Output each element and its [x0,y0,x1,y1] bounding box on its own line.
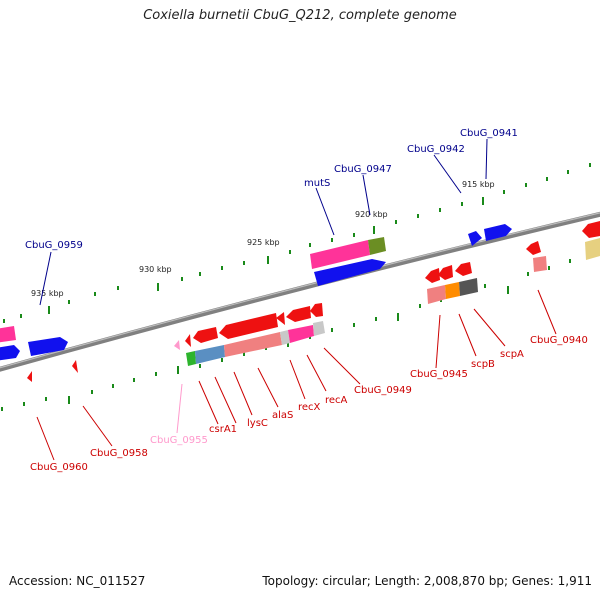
label-cbug-0955[interactable]: CbuG_0955 [150,435,208,446]
forward-gene-labels: CbuG_0941 CbuG_0942 CbuG_0947 mutS CbuG_… [25,128,518,251]
gene-muts-blue[interactable] [314,259,386,286]
gene-cbug-0960[interactable] [27,371,32,382]
gene-reca[interactable] [286,306,311,322]
feature-grey-small[interactable] [280,330,290,345]
feature-dark-grey[interactable] [459,278,478,296]
gene-right-edge-red[interactable] [582,221,600,238]
gene-left-edge-pink[interactable] [0,326,16,343]
gene-cbug-0940[interactable] [526,241,541,255]
gene-lysc[interactable] [193,327,218,343]
label-cbug-0958[interactable]: CbuG_0958 [90,448,148,459]
gene-alas[interactable] [219,313,278,339]
label-alas[interactable]: alaS [272,410,293,421]
label-cbug-0959[interactable]: CbuG_0959 [25,240,83,251]
label-recx[interactable]: recX [298,402,321,413]
feature-green[interactable] [186,351,196,366]
label-cbug-0945[interactable]: CbuG_0945 [410,369,468,380]
gene-csra1[interactable] [185,334,191,347]
gene-cbug-0958[interactable] [72,360,78,373]
gene-cbug-0955[interactable] [174,340,180,350]
feature-light-grey[interactable] [313,321,325,336]
scale-label-915: 915 kbp [462,180,495,189]
label-scpb[interactable]: scpB [471,359,495,370]
gene-scpb[interactable] [438,265,453,280]
gene-scpa[interactable] [455,262,472,276]
gene-cbug-0945[interactable] [425,268,440,283]
feature-salmon-3[interactable] [533,256,547,272]
label-cbug-0942[interactable]: CbuG_0942 [407,144,465,155]
feature-steelblue[interactable] [195,345,225,364]
reverse-features [27,221,600,382]
gene-cbug-0949[interactable] [310,303,323,317]
label-cbug-0940[interactable]: CbuG_0940 [530,335,588,346]
scale-label-935: 935 kbp [31,289,64,298]
label-cbug-0960[interactable]: CbuG_0960 [30,462,88,473]
genome-stats-label: Topology: circular; Length: 2,008,870 bp… [262,574,592,588]
gene-cbug-0942[interactable] [468,231,482,246]
outer-tick-ring [3,163,591,323]
reverse-gene-labels: CbuG_0940 scpA scpB CbuG_0945 CbuG_0949 … [30,335,588,473]
label-cbug-0941[interactable]: CbuG_0941 [460,128,518,139]
feature-magenta[interactable] [288,325,314,343]
accession-label: Accession: NC_011527 [9,574,146,588]
genome-backbone-highlight [0,212,600,369]
scale-label-920: 920 kbp [355,210,388,219]
gene-cbug-0947[interactable] [368,237,386,255]
rna-leader-line [176,383,183,434]
label-scpa[interactable]: scpA [500,349,524,360]
gene-left-edge-blue[interactable] [0,345,20,361]
gene-cbug-0941[interactable] [484,224,512,241]
label-cbug-0949[interactable]: CbuG_0949 [354,385,412,396]
label-reca[interactable]: recA [325,395,348,406]
scale-label-925: 925 kbp [247,238,280,247]
feature-salmon-2[interactable] [427,285,446,304]
label-muts[interactable]: mutS [304,178,330,189]
label-csra1[interactable]: csrA1 [209,424,237,435]
scale-label-930: 930 kbp [139,265,172,274]
gene-muts[interactable] [310,240,370,269]
forward-features [0,224,512,361]
feature-right-edge-khaki[interactable] [585,238,600,260]
feature-salmon[interactable] [224,332,282,357]
genome-title: Coxiella burnetii CbuG_Q212, complete ge… [143,8,457,23]
label-lysc[interactable]: lysC [247,418,268,429]
label-cbug-0947[interactable]: CbuG_0947 [334,164,392,175]
feature-orange[interactable] [445,282,460,299]
gene-cbug-0959[interactable] [28,337,68,356]
reverse-leader-lines [36,289,557,461]
genome-backbone [0,211,600,372]
forward-leader-lines [39,138,488,306]
gene-recx[interactable] [276,312,285,325]
